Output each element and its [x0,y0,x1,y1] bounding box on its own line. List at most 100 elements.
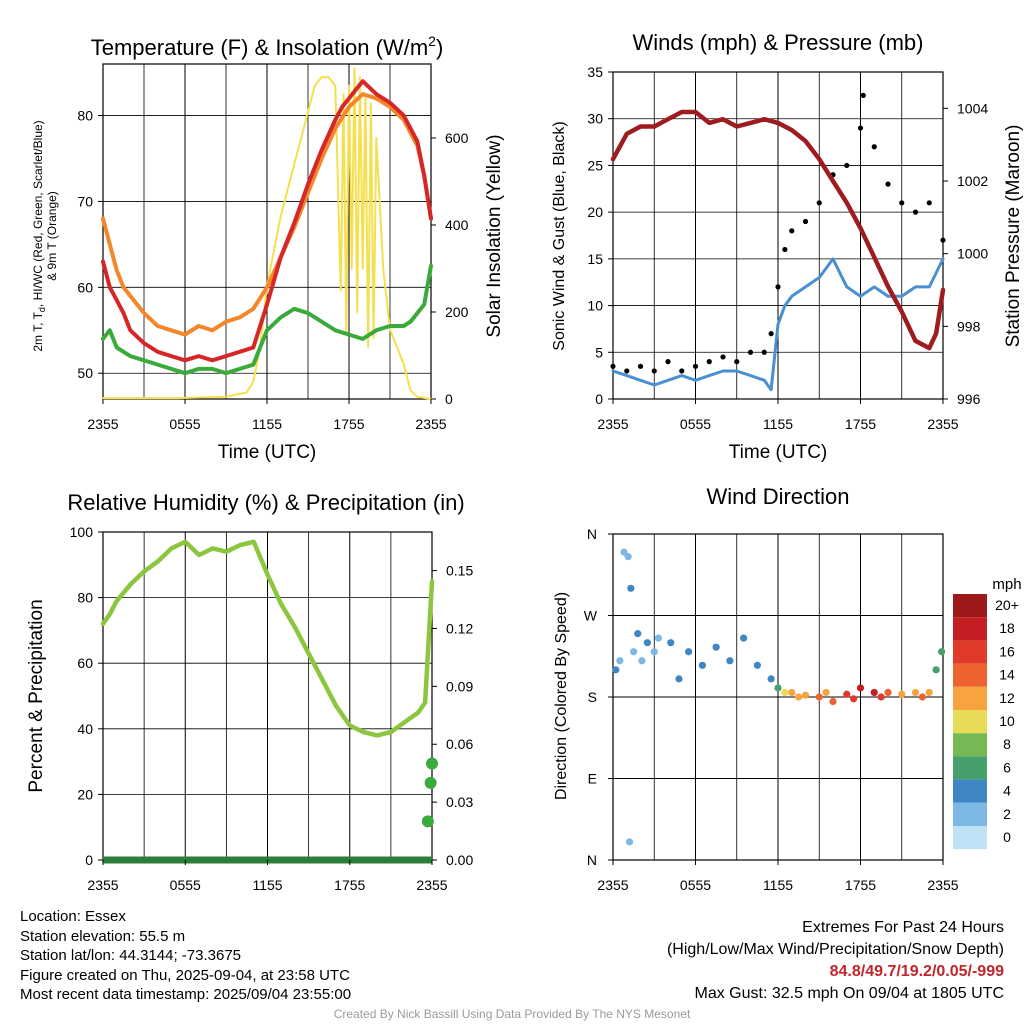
winds-title: Winds (mph) & Pressure (mb) [633,30,924,55]
y-tick-label: 20 [77,786,93,802]
relative-humidity-line [100,539,435,738]
direction-point [630,648,638,656]
gust-point [860,92,866,98]
colorbar-swatch [953,826,987,850]
x-tick-label: 0555 [169,416,200,432]
direction-point [753,661,761,669]
gust-point [679,368,685,374]
y2-tick-label: 0.12 [446,620,473,636]
y2-tick-label: 0.15 [446,563,473,579]
y2-tick-label: 998 [957,318,981,334]
direction-point [675,675,683,683]
extremes-values: 84.8/49.7/19.2/0.05/-999 [829,963,1004,980]
direction-point [634,630,642,638]
colorbar-swatch [953,756,987,780]
direction-point [624,553,632,561]
y-tick-label: 40 [77,721,93,737]
direction-point [612,666,620,674]
x-tick-label: 1155 [252,416,282,432]
y2-tick-label: 0.00 [446,852,473,868]
y2-tick-label: 1002 [957,173,988,189]
temperature-axis-ticks: 2355 0555 1155 1755 2355 50 60 70 80 0 200 400 600 [77,108,468,432]
direction-title: Wind Direction [706,484,849,509]
x-tick-label: 1155 [763,416,793,432]
x-tick-label: 0555 [680,416,711,432]
figure-created: Figure created on Thu, 2025-09-04, at 23… [20,966,350,984]
gust-point [768,331,774,337]
colorbar-label: 18 [999,620,1015,636]
winds-xlabel: Time (UTC) [729,442,828,463]
direction-point [788,688,796,697]
winds-grid [613,71,943,400]
temperature-series [101,67,433,400]
station-info: Location: Essex Station elevation: 55.5 … [20,907,351,1005]
y-tick-label: 50 [77,365,93,381]
y-tick-label: S [588,689,597,705]
winds-series [610,92,946,392]
colorbar-swatch [953,686,987,710]
precip-point [424,776,437,789]
gust-point [940,237,946,243]
extremes-info: Extremes For Past 24 Hours (High/Low/Max… [667,917,1004,1005]
direction-point [918,693,926,701]
temperature-panel: Temperature (F) & Insolation (W/m2) 2355… [31,33,505,463]
max-gust: Max Gust: 32.5 mph On 09/04 at 1805 UTC [694,985,1005,1002]
x-tick-label: 1755 [845,416,876,432]
gust-point [747,349,754,355]
y-tick-label: 70 [77,193,93,209]
y-tick-label: E [588,771,597,787]
colorbar-swatch [953,733,987,757]
gust-point [624,368,630,374]
precip-point [426,757,438,770]
gust-point [761,349,767,355]
y-tick-label: N [587,526,597,542]
direction-point [795,693,803,701]
temperature-xlabel: Time (UTC) [218,442,317,463]
humidity-ylabel: Percent & Precipitation [26,599,47,792]
x-tick-label: 1755 [845,877,876,893]
extremes-legend: (High/Low/Max Wind/Precipitation/Snow De… [666,941,1004,958]
y-tick-label: 60 [77,655,93,671]
y-tick-label: 10 [587,298,603,314]
direction-point [698,661,706,669]
gust-point [871,144,877,150]
direction-scatter [612,548,946,846]
y-tick-label: 25 [587,157,603,173]
y-tick-label: N [587,852,597,868]
y2-tick-label: 400 [445,217,469,233]
x-tick-label: 0555 [170,877,201,893]
y-tick-label: 60 [77,279,93,295]
x-tick-label: 2355 [927,416,958,432]
gust-point [637,363,644,369]
direction-point [829,697,837,706]
pressure-ylabel: Station Pressure (Maroon) [1003,125,1024,348]
direction-point [774,684,782,692]
direction-point [638,657,646,665]
colorbar-label: 4 [1003,783,1011,799]
temperature-ylabel-line1: 2m T, Td, HI/WC (Red, Green, Scarlet/Blu… [31,120,47,351]
direction-point [850,695,858,703]
humidity-axis-ticks: 2355 0555 1155 1755 2355 0 20 40 60 80 100 0.00 0.03… [70,524,474,893]
x-tick-label: 2355 [927,877,958,893]
gust-point [816,200,822,206]
colorbar-swatch [953,663,987,687]
colorbar-label: 16 [999,643,1015,659]
colorbar-label: 0 [1003,829,1011,845]
gust-point [912,209,919,215]
colorbar-label: 12 [999,690,1015,706]
direction-point [667,639,675,647]
direction-point [625,838,634,846]
y-tick-label: 0 [85,852,93,868]
colorbar-swatch [953,640,987,664]
y-tick-label: 100 [70,524,94,540]
winds-panel: Winds (mph) & Pressure (mb) 2355 0555 1155… [551,30,1024,463]
precip-point [421,815,434,828]
direction-point [712,643,720,651]
direction-point [726,657,734,665]
temp-2m-line [101,79,433,363]
colorbar-swatch [953,617,987,641]
x-tick-label: 2355 [416,877,447,893]
winds-axis-ticks: 2355 0555 1155 1755 2355 0 5 10 15 20 25 30 35 996 998… [587,64,988,432]
x-tick-label: 2355 [87,416,118,432]
direction-point [856,684,865,692]
